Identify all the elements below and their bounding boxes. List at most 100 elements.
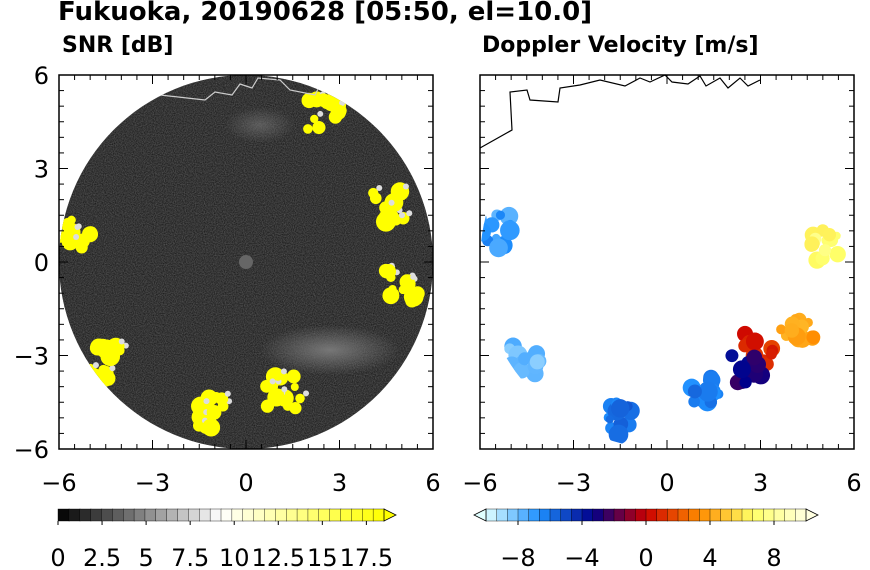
doppler-x-tick-label: −3	[556, 469, 591, 497]
doppler-echo-pixel	[697, 381, 718, 402]
doppler-colorbar-cell	[539, 508, 551, 522]
snr-echo-pixel	[260, 379, 274, 393]
snr-echo-pixel	[380, 204, 392, 215]
doppler-colorbar-cell	[549, 508, 562, 522]
snr-colorbar-label: 10	[219, 544, 250, 570]
doppler-colorbar-cell	[571, 508, 583, 522]
doppler-echo-pixel	[495, 210, 506, 220]
snr-echo-edge	[376, 185, 383, 192]
snr-colorbar-cell	[112, 508, 124, 522]
doppler-echo-region	[503, 337, 547, 383]
doppler-colorbar-cell	[688, 508, 701, 522]
doppler-echo-pixel	[608, 424, 629, 445]
doppler-x-tick-label: 0	[659, 469, 674, 497]
doppler-colorbar-cell	[699, 508, 711, 522]
snr-colorbar-cell	[144, 508, 157, 522]
doppler-colorbar-cell	[720, 508, 733, 522]
doppler-panel: −6 −3 0 3 6 −8 −4 0 4 8	[462, 74, 862, 570]
snr-colorbar-cell	[133, 508, 146, 522]
snr-echo-pixel	[202, 418, 221, 437]
snr-echo-region	[59, 215, 99, 254]
snr-echo-pixel	[381, 264, 397, 279]
snr-panel: −6 −3 0 3 6 6 3 0 −3 −6 0 2.5 5 7.5 10 12.5 15 17.5	[14, 62, 441, 570]
doppler-echo-pixel	[746, 349, 763, 366]
snr-echo-pixel	[272, 388, 285, 400]
doppler-colorbar-cell	[731, 508, 743, 522]
snr-echo-region	[368, 182, 413, 232]
doppler-colorbar-cell	[795, 508, 807, 522]
snr-clutter	[225, 107, 295, 143]
snr-echo-edge	[109, 365, 116, 372]
snr-colorbar-cell	[101, 508, 114, 522]
snr-coastline	[159, 77, 331, 101]
snr-echo-edge	[410, 273, 417, 280]
snr-echo-pixel	[273, 371, 283, 381]
snr-echo-edge	[406, 210, 413, 217]
snr-radar-site	[239, 255, 253, 269]
doppler-axes	[479, 74, 855, 450]
doppler-echo-pixel	[806, 330, 821, 345]
doppler-echo-pixel	[529, 354, 545, 370]
doppler-colorbar-label: 4	[702, 544, 717, 570]
snr-echo-edge	[335, 91, 342, 98]
snr-echo-pixel	[405, 294, 419, 308]
snr-echo-pixel	[215, 392, 229, 406]
snr-echo-edge	[280, 368, 287, 375]
doppler-colorbar-cell	[773, 508, 786, 522]
snr-x-tick-label: 0	[238, 469, 253, 497]
snr-echo-edge	[303, 390, 310, 397]
snr-colorbar-cell	[286, 508, 298, 522]
doppler-echo-pixel	[499, 206, 519, 226]
snr-echo-edge	[224, 390, 231, 397]
snr-colorbar-cell	[177, 508, 190, 522]
snr-echo-pixel	[67, 215, 76, 225]
doppler-echo-pixel	[829, 245, 846, 263]
snr-echo-pixel	[312, 120, 326, 135]
snr-echo-region	[301, 91, 349, 135]
snr-echo-region	[260, 367, 310, 415]
snr-echo-pixel	[289, 402, 302, 415]
doppler-echo-region	[480, 206, 520, 258]
doppler-echo-region	[682, 369, 724, 412]
snr-echo-pixel	[324, 97, 338, 112]
doppler-colorbar-max-arrow	[805, 508, 819, 522]
snr-clutter	[260, 325, 400, 375]
snr-colorbar-cell	[166, 508, 179, 522]
doppler-echo-pixel	[688, 395, 700, 408]
doppler-echo-pixel	[776, 324, 787, 335]
snr-colorbar-cell	[209, 508, 222, 522]
snr-colorbar-cell	[372, 508, 385, 522]
doppler-echo-region	[804, 224, 846, 269]
snr-echo-region	[191, 389, 233, 437]
snr-colorbar-cell	[122, 508, 135, 522]
doppler-echo-pixel	[766, 348, 777, 360]
snr-colorbar-cell	[296, 508, 309, 522]
doppler-colorbar-label: 8	[766, 544, 781, 570]
snr-echo-edge	[73, 233, 80, 240]
snr-x-tick-label: −3	[135, 469, 170, 497]
snr-echo-pixel	[390, 214, 402, 226]
doppler-echo-pixel	[732, 360, 751, 379]
snr-x-tick-label: −6	[41, 469, 76, 497]
doppler-echo-region	[737, 325, 781, 371]
snr-colorbar-label: 0	[50, 544, 65, 570]
snr-colorbar-label: 12.5	[252, 544, 305, 570]
doppler-echo-pixel	[500, 220, 520, 241]
doppler-x-tick-label: 6	[846, 469, 861, 497]
doppler-colorbar-cell	[784, 508, 797, 522]
snr-echo-layer	[59, 91, 425, 437]
doppler-echo-pixel	[605, 415, 614, 424]
doppler-colorbar-cell	[613, 508, 626, 522]
snr-echo-region	[378, 262, 425, 308]
snr-colorbar-cell	[188, 508, 200, 522]
snr-echo-pixel	[382, 287, 400, 305]
snr-echo-edge	[342, 97, 349, 104]
snr-echo-edge	[74, 223, 81, 230]
doppler-plot-frame	[479, 74, 855, 450]
snr-colorbar-label: 5	[138, 544, 153, 570]
snr-y-tick-label: 6	[34, 62, 49, 90]
snr-colorbar-cell	[264, 508, 277, 522]
doppler-echo-region	[725, 349, 771, 391]
snr-colorbar-cell	[79, 508, 92, 522]
